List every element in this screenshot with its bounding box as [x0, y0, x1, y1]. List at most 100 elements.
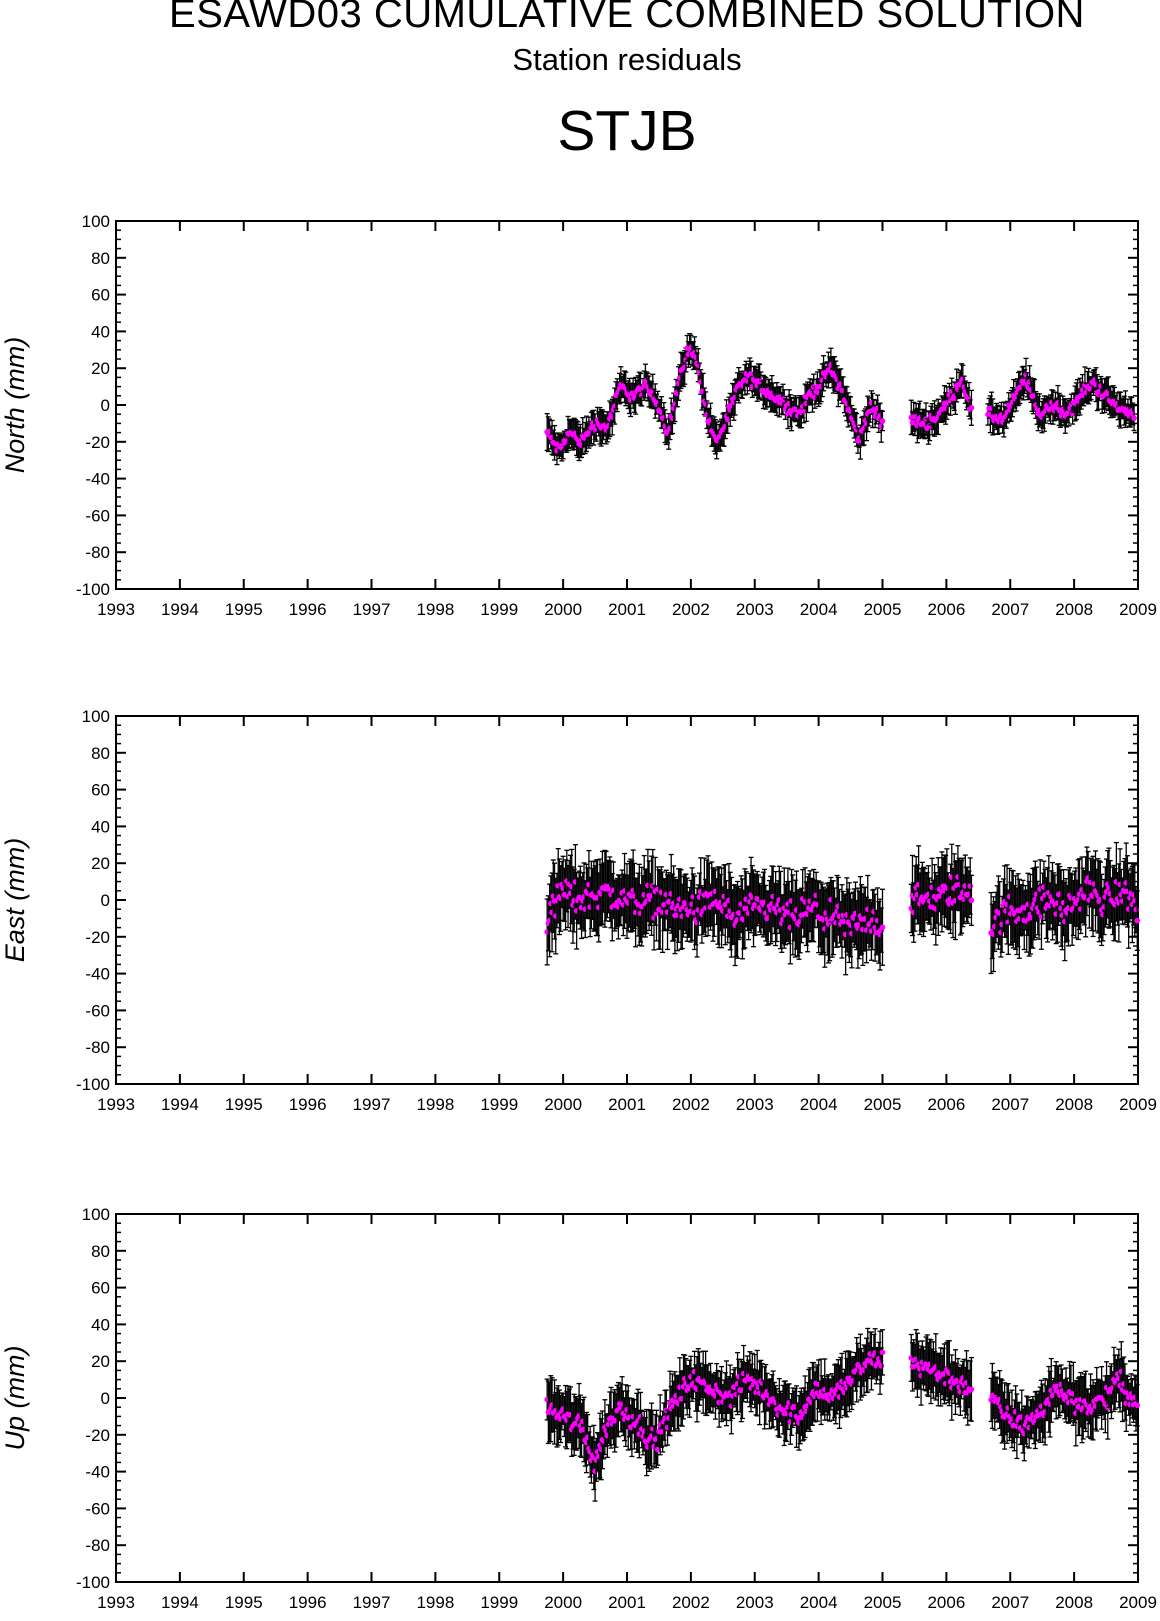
x-tick-label: 1994	[161, 1095, 199, 1114]
x-tick-label: 2006	[927, 1593, 965, 1612]
y-axis-label: Up (mm)	[0, 1346, 30, 1451]
x-tick-label: 2006	[927, 1095, 965, 1114]
x-tick-label: 1996	[289, 1095, 327, 1114]
data-point	[702, 401, 709, 407]
y-tick-label: 80	[91, 249, 110, 268]
data-point	[968, 405, 975, 411]
x-tick-label: 2007	[991, 1095, 1029, 1114]
data-point	[1038, 913, 1045, 920]
y-tick-label: 40	[91, 817, 110, 836]
x-tick-label: 2008	[1055, 1593, 1093, 1612]
station-name: STJB	[557, 99, 697, 163]
x-tick-label: 1999	[480, 600, 518, 619]
data-series	[544, 1327, 1141, 1502]
x-tick-label: 1995	[225, 1593, 263, 1612]
x-tick-label: 1999	[480, 1095, 518, 1114]
y-tick-label: -100	[76, 1075, 110, 1094]
x-tick-label: 2009	[1119, 1593, 1157, 1612]
y-tick-label: 60	[91, 781, 110, 800]
x-tick-label: 2001	[608, 600, 646, 619]
data-series	[544, 333, 1137, 466]
x-tick-label: 2002	[672, 1593, 710, 1612]
x-tick-label: 2007	[991, 1593, 1029, 1612]
x-tick-label: 2003	[736, 1095, 774, 1114]
y-tick-label: -100	[76, 1573, 110, 1592]
y-tick-label: 40	[91, 1315, 110, 1334]
x-tick-label: 2007	[991, 600, 1029, 619]
x-tick-label: 2000	[544, 600, 582, 619]
x-tick-label: 1999	[480, 1593, 518, 1612]
x-tick-label: 1996	[289, 1593, 327, 1612]
y-tick-label: -40	[85, 470, 110, 489]
x-tick-label: 1998	[416, 600, 454, 619]
y-tick-label: 60	[91, 286, 110, 305]
y-tick-label: 80	[91, 744, 110, 763]
x-tick-label: 2008	[1055, 1095, 1093, 1114]
y-tick-label: -100	[76, 580, 110, 599]
y-tick-label: 40	[91, 322, 110, 341]
y-tick-label: -80	[85, 1038, 110, 1057]
y-tick-label: 80	[91, 1242, 110, 1261]
x-tick-label: 2008	[1055, 600, 1093, 619]
data-point	[878, 423, 885, 430]
x-tick-label: 1997	[353, 600, 391, 619]
x-tick-label: 1995	[225, 1095, 263, 1114]
x-tick-label: 2002	[672, 1095, 710, 1114]
y-tick-label: -20	[85, 1426, 110, 1445]
x-tick-label: 2002	[672, 600, 710, 619]
data-point	[879, 924, 886, 931]
y-tick-label: -60	[85, 506, 110, 525]
data-point	[968, 897, 975, 904]
data-point	[1134, 917, 1141, 924]
x-tick-label: 2001	[608, 1095, 646, 1114]
x-tick-label: 2005	[864, 600, 902, 619]
x-tick-label: 1994	[161, 1593, 199, 1612]
y-tick-label: 60	[91, 1279, 110, 1298]
y-tick-label: 100	[82, 1205, 110, 1224]
data-point	[879, 418, 886, 424]
plot-frame	[115, 220, 1139, 590]
x-tick-label: 1995	[225, 600, 263, 619]
y-tick-label: -40	[85, 965, 110, 984]
x-tick-label: 1997	[353, 1593, 391, 1612]
data-series	[544, 841, 1141, 976]
y-tick-label: 20	[91, 1352, 110, 1371]
y-tick-label: 0	[101, 396, 110, 415]
x-tick-label: 2004	[800, 600, 838, 619]
y-axis-label: East (mm)	[0, 838, 30, 963]
x-tick-label: 1993	[97, 1095, 135, 1114]
x-tick-label: 2003	[736, 1593, 774, 1612]
x-tick-label: 2004	[800, 1095, 838, 1114]
x-tick-label: 2001	[608, 1593, 646, 1612]
y-tick-label: 0	[101, 891, 110, 910]
y-tick-label: 0	[101, 1389, 110, 1408]
chart-title: ESAWD03 CUMULATIVE COMBINED SOLUTION	[169, 0, 1085, 36]
x-tick-label: 2005	[864, 1593, 902, 1612]
data-point	[724, 416, 731, 423]
x-tick-label: 1996	[289, 600, 327, 619]
x-tick-label: 2003	[736, 600, 774, 619]
y-tick-label: 100	[82, 707, 110, 726]
y-tick-label: 100	[82, 212, 110, 231]
data-point	[1133, 906, 1139, 913]
y-tick-label: 20	[91, 854, 110, 873]
x-tick-label: 2005	[864, 1095, 902, 1114]
x-tick-label: 2004	[800, 1593, 838, 1612]
y-axis-label: North (mm)	[0, 337, 30, 474]
x-tick-label: 1998	[416, 1593, 454, 1612]
x-tick-label: 1993	[97, 1593, 135, 1612]
y-tick-label: -60	[85, 1001, 110, 1020]
x-tick-label: 2009	[1119, 1095, 1157, 1114]
data-point	[748, 371, 754, 377]
x-tick-label: 1997	[353, 1095, 391, 1114]
x-tick-label: 1993	[97, 600, 135, 619]
y-tick-label: -20	[85, 928, 110, 947]
x-tick-label: 1994	[161, 600, 199, 619]
y-tick-label: -20	[85, 433, 110, 452]
y-tick-label: -40	[85, 1463, 110, 1482]
x-tick-label: 2009	[1119, 600, 1157, 619]
y-tick-label: -80	[85, 543, 110, 562]
y-tick-label: -60	[85, 1499, 110, 1518]
y-tick-label: 20	[91, 359, 110, 378]
